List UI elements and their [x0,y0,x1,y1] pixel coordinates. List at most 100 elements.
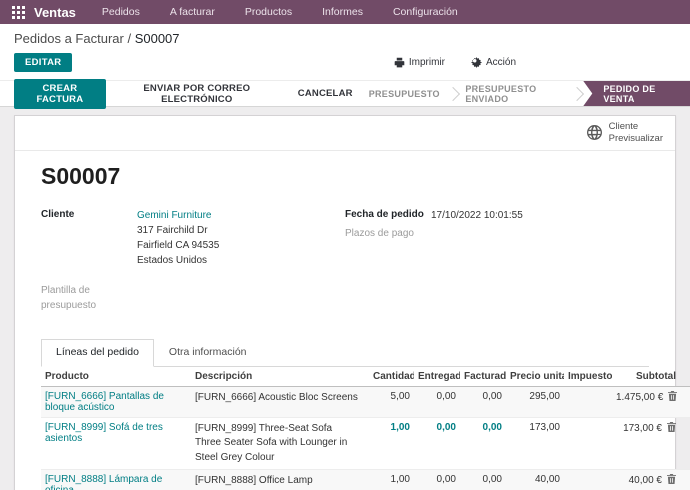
action-label: Acción [485,57,516,68]
delete-row-icon[interactable] [667,474,676,485]
customer-link[interactable]: Gemini Furniture [137,209,212,221]
tab-líneas-del-pedido[interactable]: Líneas del pedido [41,338,154,367]
description-cell: [FURN_8888] Office Lamp [191,470,369,490]
preview-label-line1: Cliente [608,121,639,132]
order-lines-table: ProductoDescripciónCantidadEntregadoFact… [41,366,690,490]
invoiced-cell[interactable]: 0,00 [482,421,502,433]
address-line: Fairfield CA 94535 [137,239,220,251]
apps-grid-icon[interactable] [12,5,25,19]
stage-pedido-de-venta[interactable]: PEDIDO DE VENTA [583,81,690,106]
column-header-facturado[interactable]: Facturado [460,366,506,387]
order-reference-title: S00007 [41,162,121,189]
stage-pipeline: PRESUPUESTO PRESUPUESTO ENVIADO PEDIDO DE … [363,81,690,106]
customer-preview-button[interactable]: Cliente Previsualizar [586,121,663,145]
order-date-value: 17/10/2022 10:01:55 [431,209,523,221]
subtotal-cell: 1.475,00 € [612,386,680,417]
preview-label-line2: Previsualizar [608,132,663,144]
column-header-producto[interactable]: Producto [41,366,191,387]
row-end-cell [680,417,690,470]
description-line: [FURN_8888] Office Lamp [195,475,313,487]
printer-icon [394,57,405,68]
globe-icon [586,125,602,141]
customer-address: 317 Fairchild Dr Fairfield CA 94535 Estado… [137,223,219,268]
breadcrumb-current: S00007 [134,31,180,46]
description-line: [FURN_6666] Acoustic Bloc Screens [195,391,358,403]
description-line: [FURN_8999] Three-Seat Sofa [195,422,333,434]
invoiced-cell[interactable]: 0,00 [482,474,502,486]
gear-icon [470,57,482,68]
delete-row-icon[interactable] [667,421,676,432]
top-menu-item-configuración[interactable]: Configuración [392,6,458,18]
column-header-subtotal[interactable]: Subtotal [612,366,680,387]
order-line-row[interactable]: [FURN_8888] Lámpara de oficina [FURN_8888… [41,469,690,490]
description-line: Three Seater Sofa with Lounger in Steel … [195,437,348,463]
status-bar: CREAR FACTURA ENVIAR POR CORREO ELECTRÓN… [0,78,690,109]
quotation-template-label: Plantilla de presupuesto [41,284,97,311]
subtotal-cell: 40,00 € [612,470,680,490]
print-button[interactable]: Imprimir [394,57,445,68]
delivered-cell[interactable]: 0,00 [436,390,456,402]
stage-presupuesto[interactable]: PRESUPUESTO [368,88,440,99]
top-navbar: Ventas Pedidos A facturar Productos Informe… [0,0,690,24]
column-header-impuestos[interactable]: Impuestos [564,366,612,387]
address-line: Estados Unidos [137,254,208,266]
taxes-cell[interactable] [564,386,612,417]
quantity-cell[interactable]: 5,00 [390,390,410,402]
app-title[interactable]: Ventas [34,4,76,20]
control-panel: Pedidos a Facturar / S00007 EDITAR Impri… [0,24,690,80]
product-link[interactable]: [FURN_6666] Pantallas de bloque acústico [45,390,164,413]
address-line: 317 Fairchild Dr [137,224,208,236]
breadcrumb: Pedidos a Facturar / S00007 [14,31,676,46]
column-header-entregado[interactable]: Entregado [414,366,460,387]
invoiced-cell[interactable]: 0,00 [482,390,502,402]
action-button[interactable]: Acción [470,57,516,68]
unit-price-cell[interactable]: 295,00 [529,390,560,402]
taxes-cell[interactable] [564,417,612,470]
row-end-cell [680,386,690,417]
delivered-cell[interactable]: 0,00 [436,421,456,433]
quantity-cell[interactable]: 1,00 [390,474,410,486]
customer-field-label: Cliente [41,208,75,220]
main-content: Cliente Previsualizar S00007 Cliente Gem… [0,107,690,490]
send-email-button[interactable]: ENVIAR POR CORREO ELECTRÓNICO [110,79,284,109]
top-menu-item-a-facturar[interactable]: A facturar [169,6,215,18]
unit-price-cell[interactable]: 173,00 [529,421,560,433]
taxes-cell[interactable] [564,470,612,490]
column-header-cantidad[interactable]: Cantidad [369,366,414,387]
stage-chevron-icon [570,81,583,106]
order-line-row[interactable]: [FURN_6666] Pantallas de bloque acústico… [41,386,690,418]
unit-price-cell[interactable]: 40,00 [534,474,560,486]
notebook-tabs: Líneas del pedido Otra información [41,338,649,367]
delivered-cell[interactable]: 0,00 [436,474,456,486]
breadcrumb-parent[interactable]: Pedidos a Facturar [14,31,124,46]
top-menu-item-productos[interactable]: Productos [244,6,293,18]
quantity-cell[interactable]: 1,00 [390,421,410,433]
breadcrumb-separator: / [123,31,135,46]
top-menu-item-pedidos[interactable]: Pedidos [101,6,140,18]
order-date-label: Fecha de pedido [345,208,424,220]
subtotal-value: 1.475,00 € [616,391,664,403]
column-options-icon[interactable]: ⋮ [680,366,690,387]
order-line-row[interactable]: [FURN_8999] Sofá de tres asientos [FURN_8… [41,417,690,470]
row-end-cell [680,470,690,490]
create-invoice-button[interactable]: CREAR FACTURA [14,78,106,109]
subtotal-cell: 173,00 € [612,417,680,470]
product-link[interactable]: [FURN_8888] Lámpara de oficina [45,474,163,490]
description-cell: [FURN_8999] Three-Seat Sofa Three Seater … [191,417,369,470]
description-cell: [FURN_6666] Acoustic Bloc Screens [191,386,369,417]
top-menu: Pedidos A facturar Productos Informes Config… [102,6,458,18]
column-header-precio-unitario[interactable]: Precio unitario [506,366,564,387]
subtotal-value: 40,00 € [628,475,662,487]
print-label: Imprimir [408,57,445,68]
product-link[interactable]: [FURN_8999] Sofá de tres asientos [45,421,163,444]
tab-otra-información[interactable]: Otra información [168,345,247,358]
stage-chevron-icon [446,81,459,106]
stage-presupuesto-enviado[interactable]: PRESUPUESTO ENVIADO [465,83,537,104]
edit-button[interactable]: EDITAR [14,53,73,72]
payment-terms-label: Plazos de pago [345,227,414,239]
delete-row-icon[interactable] [668,390,678,401]
order-form-card: Cliente Previsualizar S00007 Cliente Gem… [14,115,690,490]
cancel-button[interactable]: CANCELAR [288,84,363,103]
top-menu-item-informes[interactable]: Informes [322,6,363,18]
column-header-descripción[interactable]: Descripción [191,366,369,387]
